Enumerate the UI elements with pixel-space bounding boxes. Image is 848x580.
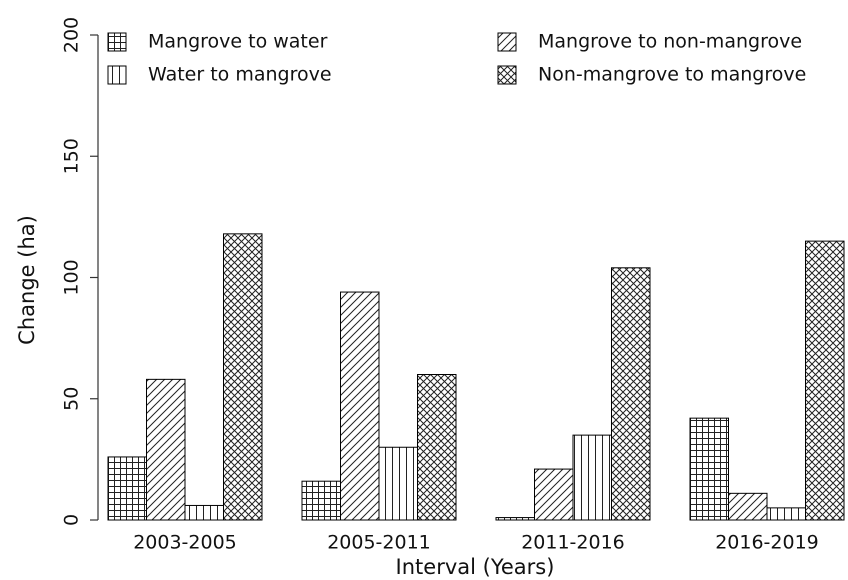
bar <box>340 291 380 521</box>
bar <box>805 240 845 521</box>
legend-swatch <box>497 32 517 52</box>
legend-swatch <box>497 65 517 85</box>
x-tick-label: 2016-2019 <box>715 532 819 554</box>
bar <box>689 417 729 521</box>
y-tick-label: 150 <box>61 138 83 174</box>
bar <box>107 456 147 521</box>
bar <box>223 233 263 521</box>
bar <box>417 374 457 521</box>
bar <box>728 492 768 521</box>
legend-label: Water to mangrove <box>148 64 332 86</box>
bar <box>184 504 224 521</box>
bar <box>766 507 806 521</box>
x-axis-title: Interval (Years) <box>396 555 555 579</box>
legend-label: Mangrove to water <box>148 31 328 53</box>
bar <box>534 468 574 521</box>
bar <box>301 480 341 521</box>
bar <box>378 446 418 521</box>
x-tick-label: 2003-2005 <box>133 532 237 554</box>
y-axis-title: Change (ha) <box>15 215 39 345</box>
bar <box>572 434 612 521</box>
y-tick-label: 50 <box>61 387 83 411</box>
bar <box>146 378 186 521</box>
bar <box>611 267 651 521</box>
x-tick-label: 2005-2011 <box>327 532 431 554</box>
x-tick-label: 2011-2016 <box>521 532 625 554</box>
y-tick-label: 200 <box>61 17 83 53</box>
legend-swatch <box>107 32 127 52</box>
legend-label: Non-mangrove to mangrove <box>538 64 806 86</box>
y-tick-label: 0 <box>61 514 83 526</box>
y-tick-label: 100 <box>61 259 83 295</box>
bar <box>495 517 535 521</box>
legend-swatch <box>107 65 127 85</box>
legend-label: Mangrove to non-mangrove <box>538 31 802 53</box>
